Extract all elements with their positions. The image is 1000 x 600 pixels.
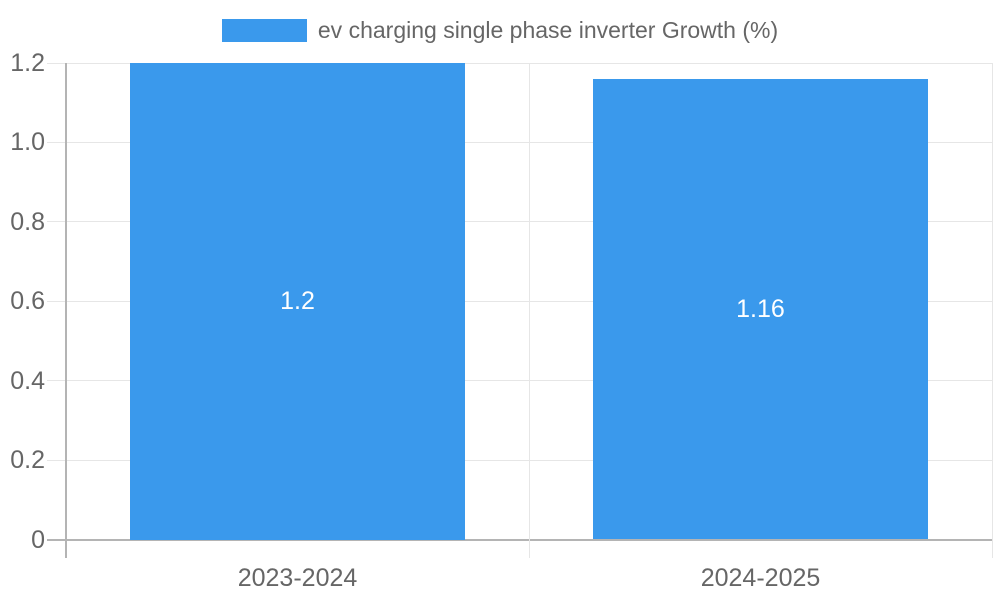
bar[interactable] (593, 78, 928, 540)
y-tick-label: 1.2 (10, 49, 45, 77)
y-gridline (47, 141, 992, 143)
y-tick-label: 0.2 (10, 446, 45, 475)
y-tick-label: 0.6 (10, 287, 45, 316)
x-gridline (991, 63, 993, 558)
x-gridline (528, 63, 530, 558)
y-tick-label: 1.0 (10, 128, 45, 157)
y-gridline (47, 300, 992, 302)
x-tick-label: 2024-2025 (700, 563, 821, 592)
bar-value-label: 1.2 (280, 287, 315, 316)
y-gridline (47, 62, 992, 64)
y-gridline (47, 538, 992, 541)
bar[interactable] (130, 63, 465, 540)
legend-label: ev charging single phase inverter Growth… (317, 17, 779, 43)
y-gridline (47, 380, 992, 382)
y-tick-label: 0.4 (10, 366, 45, 395)
y-gridline (47, 221, 992, 223)
y-tick-label: 0 (31, 525, 45, 554)
x-tick-label: 2023-2024 (237, 563, 358, 592)
x-gridline (65, 63, 67, 558)
legend-swatch (221, 19, 307, 42)
y-gridline (47, 459, 992, 461)
y-tick-label: 0.8 (10, 207, 45, 236)
bar-value-label: 1.16 (736, 295, 785, 324)
chart-legend[interactable]: ev charging single phase inverter Growth… (0, 13, 1000, 48)
